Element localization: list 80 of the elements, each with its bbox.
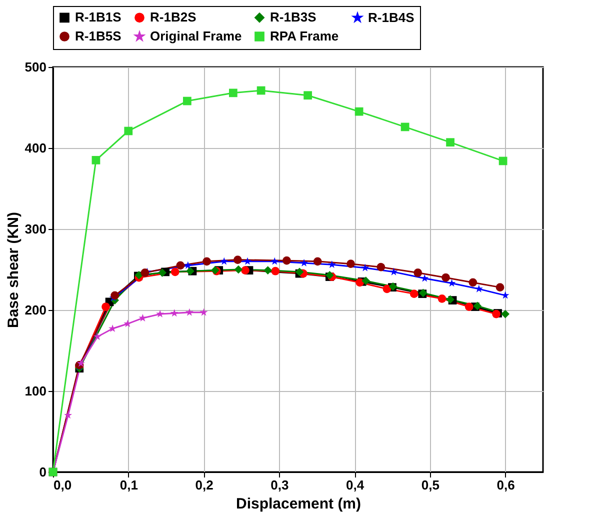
point	[176, 261, 185, 270]
point	[410, 290, 418, 298]
point	[282, 256, 291, 265]
point	[498, 156, 508, 166]
x-tick-label: 0,2	[195, 478, 214, 492]
point	[414, 268, 422, 277]
y-tick-label: 0	[39, 464, 46, 480]
point	[354, 107, 364, 116]
point	[64, 411, 72, 419]
point	[446, 295, 454, 304]
point	[438, 294, 446, 303]
point	[202, 257, 211, 266]
point	[200, 308, 208, 316]
legend-label: R-1B3S	[270, 10, 317, 25]
point	[346, 260, 355, 268]
point	[241, 266, 250, 274]
point	[244, 257, 252, 265]
point	[234, 256, 242, 264]
point	[234, 265, 243, 274]
point	[140, 268, 150, 277]
legend-label: R-1B2S	[150, 10, 197, 25]
point	[376, 262, 386, 272]
point	[442, 273, 450, 282]
point	[94, 332, 102, 340]
point	[382, 284, 392, 294]
point	[474, 284, 483, 292]
point	[124, 126, 133, 136]
point	[501, 310, 510, 318]
legend-label: RPA Frame	[270, 28, 339, 44]
point	[102, 302, 110, 311]
point	[356, 278, 364, 287]
x-tick-label: 0,4	[346, 478, 365, 492]
point	[270, 257, 279, 265]
point	[328, 260, 336, 268]
y-axis-title: Base shear (KN)	[4, 212, 22, 328]
legend-label: R-1B1S	[75, 10, 122, 25]
point	[400, 122, 410, 132]
point	[464, 302, 474, 311]
point	[300, 258, 308, 266]
y-tick-label: 300	[24, 222, 46, 236]
point	[92, 156, 100, 164]
point	[170, 309, 178, 317]
point	[362, 276, 370, 286]
point	[183, 96, 192, 106]
point	[496, 283, 504, 292]
point	[390, 268, 398, 276]
point	[124, 320, 132, 328]
legend-label: Original Frame	[150, 28, 242, 44]
point	[220, 257, 228, 265]
point	[76, 359, 85, 367]
point	[228, 88, 238, 98]
x-tick-label: 0,0	[54, 478, 72, 492]
point	[313, 257, 322, 266]
point	[170, 268, 180, 276]
point	[446, 138, 454, 147]
point	[158, 268, 166, 277]
point	[256, 86, 266, 95]
y-tick-label: 100	[24, 384, 46, 398]
y-tick-label: 200	[24, 302, 46, 318]
y-tick-label: 500	[24, 60, 46, 74]
x-axis-title: Displacement (m)	[236, 496, 362, 512]
point	[138, 314, 147, 322]
point	[304, 91, 312, 100]
legend-label: R-1B4S	[368, 10, 415, 25]
point	[473, 302, 482, 310]
legend-label: R-1B5S	[75, 28, 122, 44]
point	[186, 266, 194, 276]
point	[156, 310, 164, 318]
point	[361, 264, 370, 272]
y-tick-label: 400	[24, 140, 46, 156]
x-tick-label: 0,6	[496, 478, 515, 492]
x-tick-label: 0,5	[421, 478, 440, 492]
point	[468, 278, 478, 287]
point	[271, 266, 280, 276]
x-tick-label: 0,1	[120, 478, 138, 492]
point	[110, 291, 119, 300]
point	[185, 308, 194, 316]
point	[264, 266, 272, 274]
x-tick-label: 0,3	[270, 478, 289, 492]
point	[184, 261, 192, 269]
